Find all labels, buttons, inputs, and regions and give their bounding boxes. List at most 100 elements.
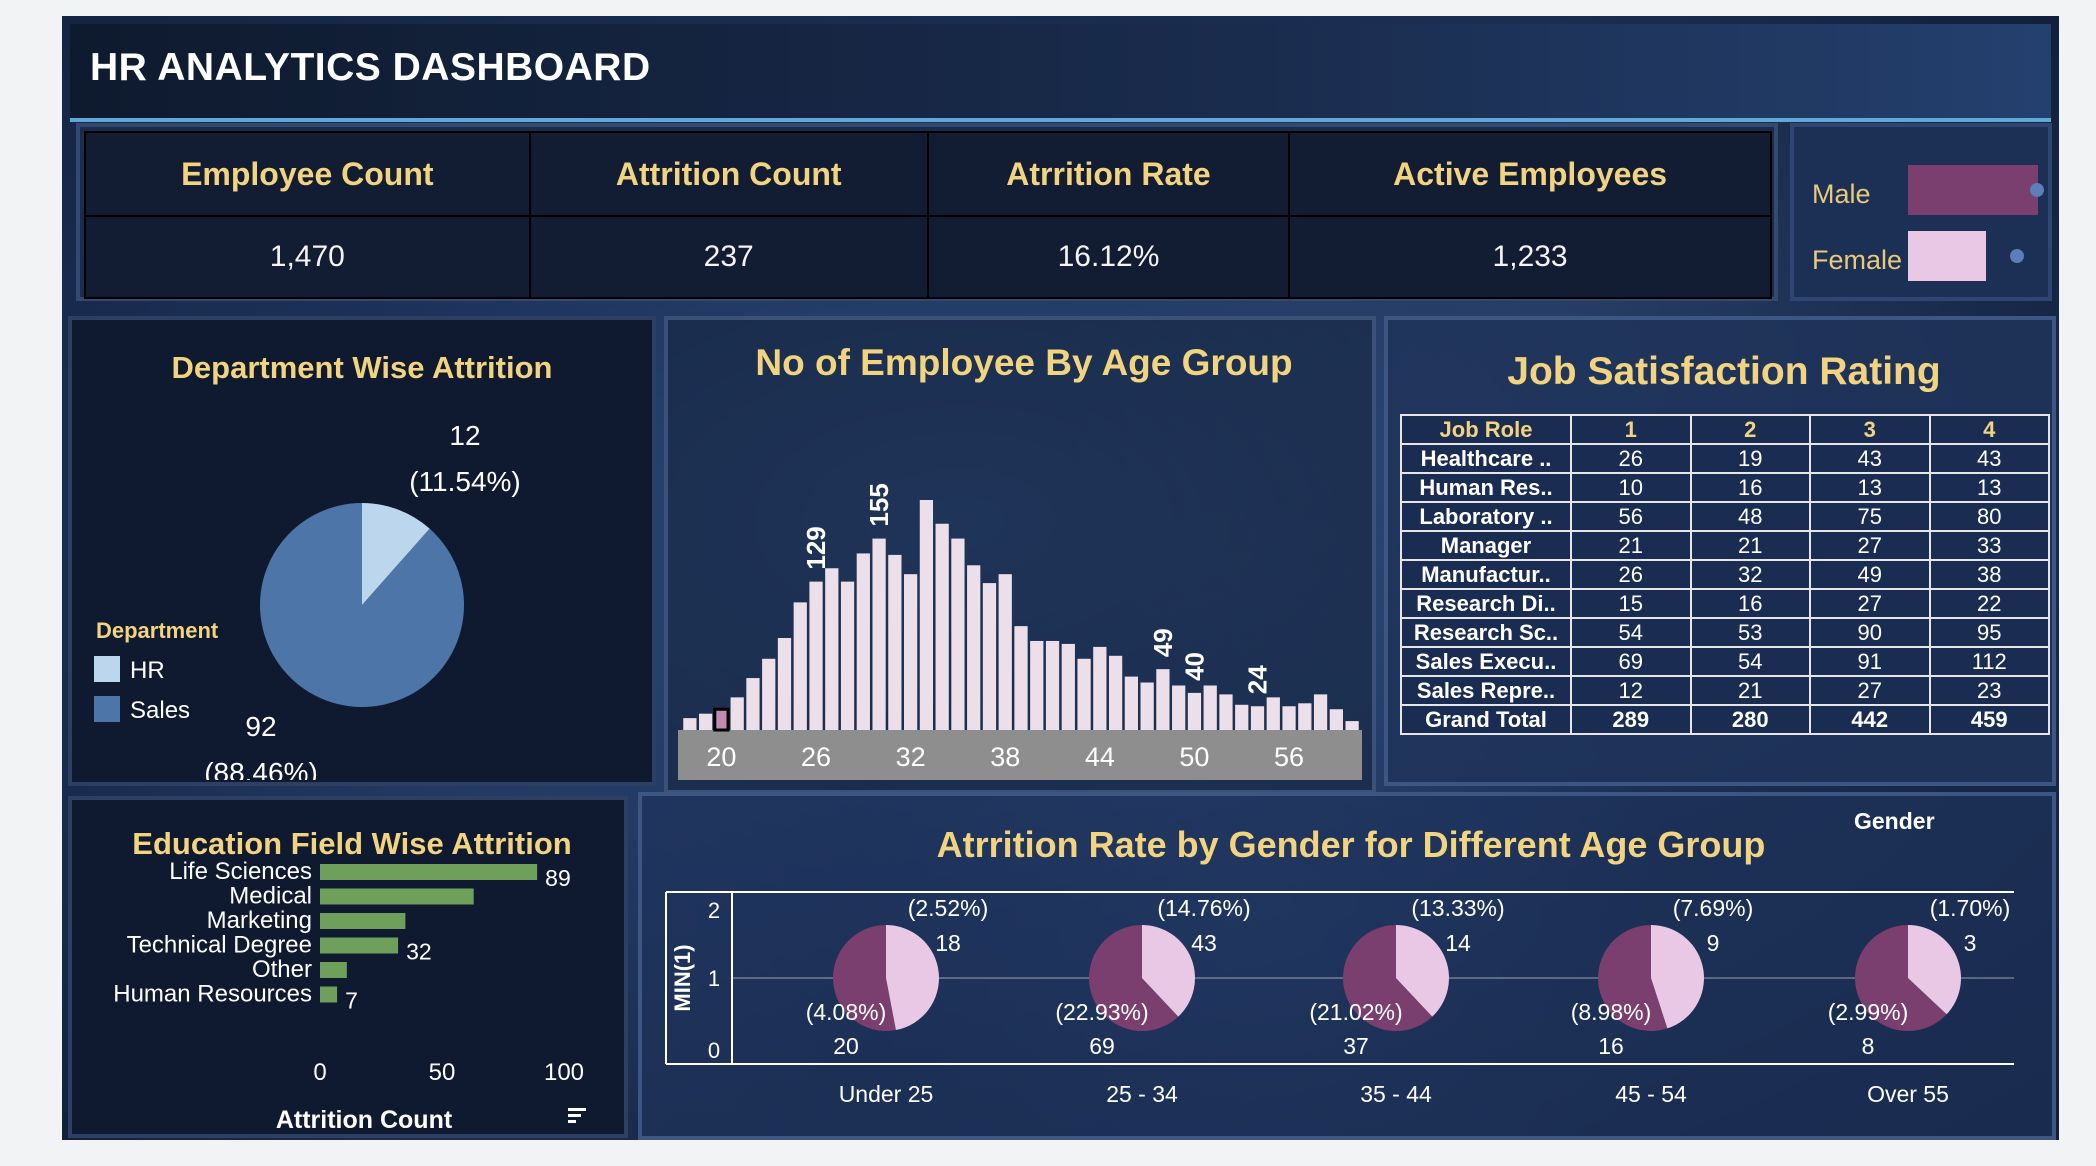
- pie-slice-female[interactable]: [1142, 925, 1195, 1017]
- legend-male-handle[interactable]: [2030, 183, 2044, 197]
- age-bar-48[interactable]: [1156, 669, 1170, 730]
- age-bar-42[interactable]: [1061, 643, 1075, 730]
- gender-age-attrition-panel: Atrrition Rate by Gender for Different A…: [638, 792, 2056, 1140]
- male-count-label: 69: [1089, 1033, 1115, 1059]
- legend-male-swatch[interactable]: [1908, 165, 2038, 215]
- age-bar-38[interactable]: [998, 574, 1012, 730]
- pie-slice-male[interactable]: [832, 925, 896, 1031]
- table-row[interactable]: Research Sc.. 54 53 90 95: [1400, 617, 2050, 648]
- age-bar-27[interactable]: [825, 568, 839, 730]
- education-x-tick: 50: [429, 1059, 456, 1086]
- age-bar-32[interactable]: [904, 574, 918, 730]
- age-bar-44[interactable]: [1093, 646, 1107, 730]
- kpi-value-attrition-count: 237: [528, 215, 929, 299]
- age-bar-19[interactable]: [699, 713, 713, 730]
- age-bar-28[interactable]: [840, 581, 855, 730]
- age-bar-18[interactable]: [683, 718, 697, 730]
- kpi-value-employee-count: 1,470: [84, 215, 531, 299]
- grand-total-row: Grand Total 289 280 442 459: [1400, 704, 2050, 735]
- education-bar[interactable]: [320, 913, 406, 929]
- age-bar-35[interactable]: [951, 538, 965, 730]
- rating-cell: 112: [1928, 646, 2050, 677]
- age-bar-50[interactable]: [1187, 692, 1202, 730]
- age-bar-49[interactable]: [1172, 685, 1186, 730]
- age-bar-56[interactable]: [1282, 706, 1296, 730]
- age-bar-46[interactable]: [1124, 676, 1138, 730]
- pie-slice-female[interactable]: [1396, 925, 1449, 1017]
- age-bar-51[interactable]: [1203, 685, 1217, 730]
- gender-legend[interactable]: Male Female: [1790, 123, 2052, 301]
- age-bar-34[interactable]: [935, 523, 949, 730]
- rating-cell: 43: [1928, 443, 2050, 474]
- job-satisfaction-table: Job Role 1 2 3 4 Healthcare .. 26 19 43 43 Hu…: [1400, 414, 2050, 735]
- age-bar-30[interactable]: [872, 538, 886, 730]
- pie-slice-female[interactable]: [886, 925, 939, 1031]
- pie-slice-male[interactable]: [1343, 925, 1433, 1031]
- age-bar-41[interactable]: [1045, 640, 1060, 730]
- male-count-label: 20: [833, 1033, 859, 1059]
- pie-slice-sales[interactable]: [260, 503, 465, 707]
- table-row[interactable]: Laboratory .. 56 48 75 80: [1400, 501, 2050, 532]
- age-bar-39[interactable]: [1014, 626, 1028, 730]
- legend-female-handle[interactable]: [2010, 249, 2024, 263]
- table-row[interactable]: Manufactur.. 26 32 49 38: [1400, 559, 2050, 590]
- pie-slice-male[interactable]: [1855, 925, 1947, 1031]
- legend-sales-swatch[interactable]: [94, 696, 120, 722]
- rating-cell: 27: [1809, 588, 1931, 619]
- legend-sales-label: Sales: [130, 697, 190, 724]
- age-bar-58[interactable]: [1313, 694, 1328, 730]
- table-row[interactable]: Research Di.. 15 16 27 22: [1400, 588, 2050, 619]
- pie-slice-male[interactable]: [1089, 925, 1179, 1031]
- age-bar-55[interactable]: [1266, 697, 1280, 730]
- age-bar-21[interactable]: [730, 697, 744, 730]
- rating-cell: 38: [1928, 559, 2050, 590]
- education-bar[interactable]: [320, 864, 538, 880]
- education-bar[interactable]: [320, 986, 338, 1003]
- age-bar-26[interactable]: [809, 581, 823, 730]
- age-bar-52[interactable]: [1219, 694, 1233, 730]
- age-bar-31[interactable]: [888, 554, 902, 730]
- table-row[interactable]: Human Res.. 10 16 13 13: [1400, 472, 2050, 503]
- rating-cell: 21: [1570, 530, 1692, 561]
- age-bar-29[interactable]: [856, 553, 870, 730]
- age-bar-33[interactable]: [919, 500, 934, 730]
- age-bar-23[interactable]: [762, 658, 776, 730]
- age-bar-37[interactable]: [982, 583, 997, 730]
- education-bar[interactable]: [320, 888, 474, 905]
- age-bar-25[interactable]: [793, 602, 807, 730]
- rating-cell: 22: [1928, 588, 2050, 619]
- age-bar-45[interactable]: [1108, 655, 1123, 730]
- female-count-label: 18: [935, 930, 961, 956]
- pie-slice-female[interactable]: [1908, 925, 1961, 1015]
- pie-slice-hr[interactable]: [362, 503, 430, 605]
- age-bar-60[interactable]: [1345, 721, 1359, 730]
- legend-female-label: Female: [1812, 245, 1903, 275]
- grand-total-cell: 280: [1689, 704, 1811, 735]
- age-bar-22[interactable]: [746, 678, 760, 730]
- pie-slice-male[interactable]: [1598, 925, 1668, 1031]
- sort-icon[interactable]: [568, 1108, 586, 1123]
- age-bar-57[interactable]: [1298, 703, 1312, 730]
- legend-hr-swatch[interactable]: [94, 656, 120, 682]
- table-row[interactable]: Sales Repre.. 12 21 27 23: [1400, 675, 2050, 706]
- education-chart-title: Education Field Wise Attrition: [132, 826, 572, 861]
- age-bar-59[interactable]: [1329, 709, 1343, 730]
- age-bar-24[interactable]: [777, 638, 792, 730]
- education-bar[interactable]: [320, 962, 347, 978]
- age-bar-36[interactable]: [967, 565, 981, 730]
- table-row[interactable]: Healthcare .. 26 19 43 43: [1400, 443, 2050, 474]
- grand-total-cell: 442: [1809, 704, 1931, 735]
- table-row[interactable]: Sales Execu.. 69 54 91 112: [1400, 646, 2050, 677]
- job-role-cell: Research Sc..: [1400, 617, 1572, 648]
- education-bar[interactable]: [320, 937, 399, 954]
- rating-cell: 91: [1809, 646, 1931, 677]
- age-bar-40[interactable]: [1030, 640, 1044, 730]
- age-bar-47[interactable]: [1140, 682, 1154, 730]
- legend-female-swatch[interactable]: [1908, 231, 1986, 281]
- pie-slice-female[interactable]: [1651, 925, 1704, 1029]
- age-bar-20[interactable]: [713, 707, 730, 732]
- age-bar-43[interactable]: [1077, 658, 1091, 730]
- table-row[interactable]: Manager 21 21 27 33: [1400, 530, 2050, 561]
- age-bar-53[interactable]: [1235, 704, 1249, 730]
- age-bar-54[interactable]: [1250, 706, 1265, 730]
